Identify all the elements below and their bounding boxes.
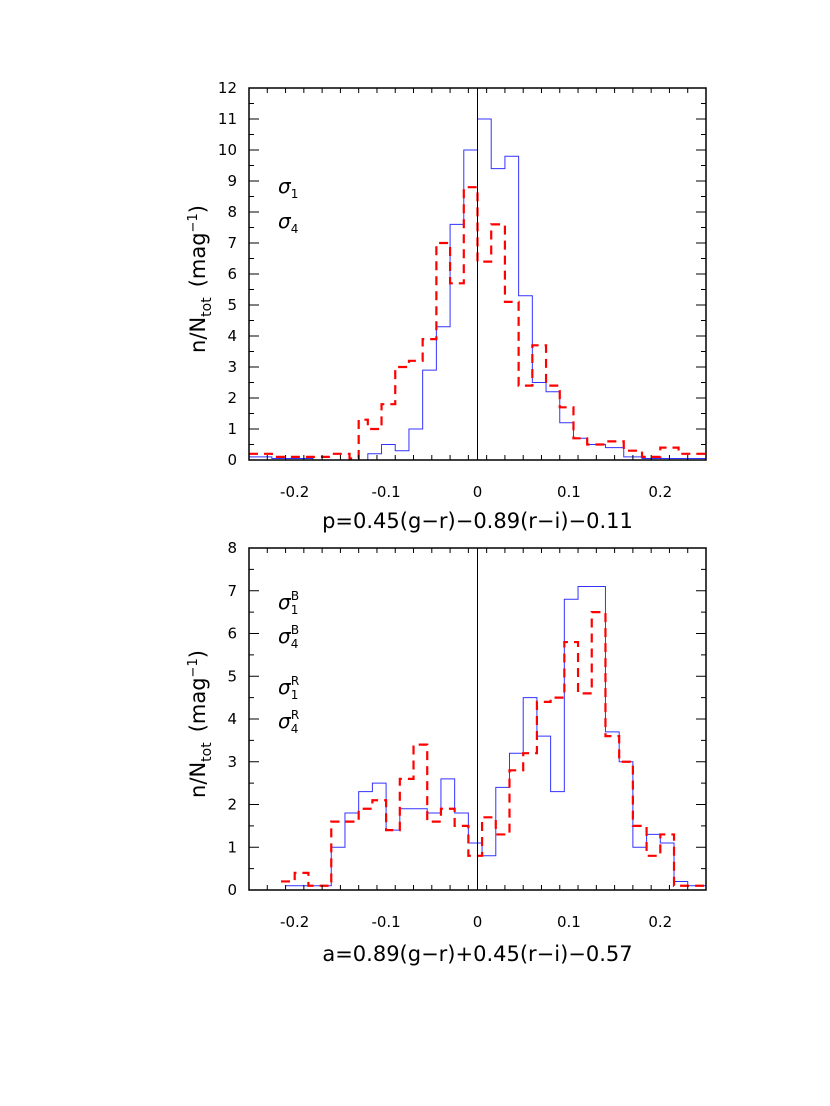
bottom-ticks (248, 547, 707, 891)
annotation-sigma: σ4B (278, 623, 299, 651)
y-tick-label: 8 (227, 539, 237, 557)
y-tick-label: 6 (227, 265, 237, 283)
bottom-x-tick-labels: -0.2 -0.1 0 0.1 0.2 (280, 913, 672, 931)
y-tick-label: 7 (227, 234, 237, 252)
top-ticks (248, 87, 707, 461)
annotation-sigma: σ4 (278, 209, 298, 236)
top-x-tick-labels: -0.2 -0.1 0 0.1 0.2 (280, 483, 672, 501)
y-tick-label: 2 (227, 796, 237, 814)
x-tick-label: -0.1 (371, 483, 400, 501)
y-tick-label: 2 (227, 389, 237, 407)
y-tick-label: 6 (227, 625, 237, 643)
solid-blue-series (285, 585, 706, 887)
bottom-annotations: σ1B σ4B σ1R σ4R (278, 589, 299, 736)
annotation-sigma: σ4R (278, 708, 299, 736)
x-tick-label: 0.1 (557, 483, 581, 501)
y-tick-label: 5 (227, 667, 237, 685)
bottom-y-tick-labels: 0 1 2 3 4 5 6 7 8 (227, 539, 237, 899)
annotation-sigma: σ1R (278, 674, 299, 702)
y-tick-label: 10 (218, 141, 237, 159)
bottom-y-axis-label: n/Ntot(mag−1) (186, 650, 215, 798)
y-tick-label: 4 (227, 327, 237, 345)
y-tick-label: 1 (227, 838, 237, 856)
y-tick-label: 3 (227, 753, 237, 771)
y-tick-label: 12 (218, 79, 237, 97)
x-tick-label: 0.2 (648, 913, 672, 931)
y-tick-label: 4 (227, 710, 237, 728)
bottom-panel: -0.2 -0.1 0 0.1 0.2 0 1 2 3 4 5 6 7 8 σ1B σ4B σ1R σ4… (186, 539, 707, 966)
x-tick-label: -0.2 (280, 483, 309, 501)
x-tick-label: -0.1 (371, 913, 400, 931)
dashed-red-series (280, 611, 706, 887)
y-tick-label: 8 (227, 203, 237, 221)
x-tick-label: 0 (473, 913, 483, 931)
x-tick-label: 0.2 (648, 483, 672, 501)
y-tick-label: 11 (218, 110, 237, 128)
annotation-sigma: σ1 (278, 174, 298, 201)
x-tick-label: 0.1 (557, 913, 581, 931)
y-tick-label: 7 (227, 582, 237, 600)
y-tick-label: 9 (227, 172, 237, 190)
top-x-axis-label: p=0.45(g−r)−0.89(r−i)−0.11 (322, 509, 633, 533)
bottom-series-layer (280, 585, 706, 887)
annotation-sigma: σ1B (278, 589, 299, 617)
x-tick-label: -0.2 (280, 913, 309, 931)
y-tick-label: 5 (227, 296, 237, 314)
y-tick-label: 3 (227, 358, 237, 376)
bottom-x-axis-label: a=0.89(g−r)+0.45(r−i)−0.57 (322, 942, 632, 966)
x-tick-label: 0 (473, 483, 483, 501)
y-tick-label: 0 (227, 451, 237, 469)
top-annotations: σ1 σ4 (278, 174, 298, 236)
y-tick-label: 0 (227, 881, 237, 899)
y-tick-label: 1 (227, 420, 237, 438)
top-y-axis-label: n/Ntot(mag−1) (186, 205, 215, 353)
